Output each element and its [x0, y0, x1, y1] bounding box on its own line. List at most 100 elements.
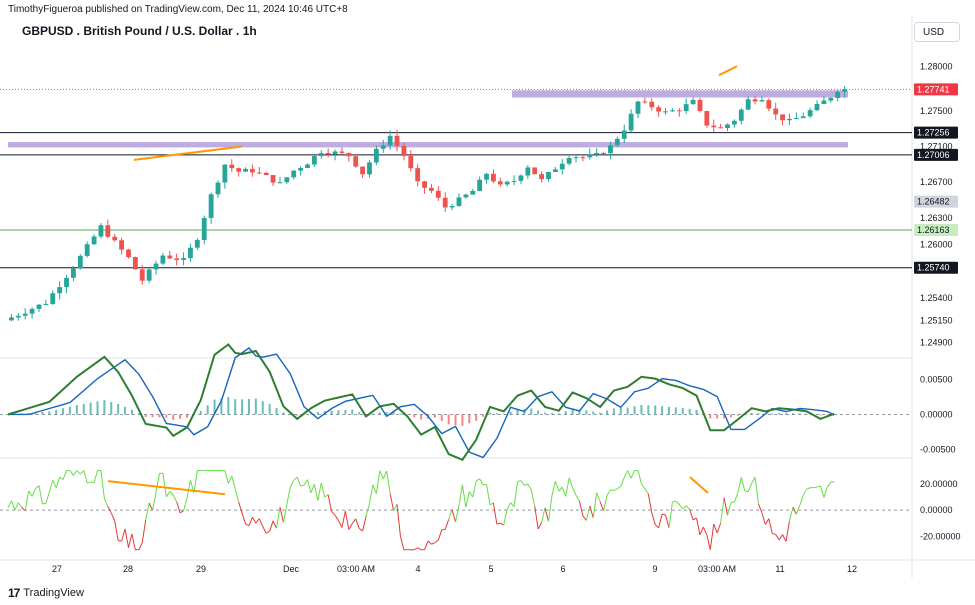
- oscillator-segment: [678, 504, 684, 510]
- oscillator-segment: [424, 540, 429, 550]
- oscillator-segment: [186, 480, 191, 499]
- oscillator-segment: [48, 480, 54, 493]
- oscillator-segment: [155, 473, 160, 493]
- oscillator-segment: [69, 470, 74, 476]
- oscillator-segment: [417, 547, 422, 551]
- oscillator-segment: [806, 487, 811, 490]
- oscillator-segment: [496, 522, 501, 525]
- oscillator-segment: [451, 509, 457, 523]
- candle-body: [566, 157, 572, 164]
- macd-tick-label: -0.00500: [920, 444, 956, 454]
- oscillator-segment: [524, 483, 529, 486]
- candle-body: [491, 173, 496, 182]
- oscillator-segment: [740, 477, 746, 492]
- candle-body: [532, 167, 538, 175]
- oscillator-segment: [10, 500, 16, 511]
- candle-body: [311, 156, 317, 165]
- oscillator-segment: [152, 492, 157, 511]
- candle-body: [649, 101, 655, 108]
- oscillator-segment: [389, 493, 395, 511]
- oscillator-segment: [169, 491, 174, 496]
- candle-body: [256, 172, 262, 174]
- candle-body: [676, 110, 682, 112]
- oscillator-segment: [544, 507, 549, 522]
- candle-body: [22, 313, 28, 316]
- candle-body: [112, 236, 118, 241]
- oscillator-segment: [675, 500, 680, 505]
- oscillator-segment: [444, 519, 450, 530]
- oscillator-segment: [393, 504, 398, 511]
- price-label-text: 1.27006: [917, 150, 950, 160]
- oscillator-segment: [162, 473, 167, 497]
- oscillator-segment: [778, 534, 784, 541]
- oscillator-segment: [431, 542, 436, 545]
- oscillator-segment: [227, 475, 233, 484]
- oscillator-segment: [578, 501, 584, 516]
- candle-body: [442, 197, 448, 208]
- candle-body: [621, 130, 627, 139]
- candle-body: [759, 100, 765, 102]
- oscillator-segment: [513, 481, 519, 507]
- candle-body: [504, 181, 510, 185]
- oscillator-segment: [785, 520, 790, 542]
- candle-body: [353, 156, 359, 167]
- oscillator-segment: [324, 494, 329, 498]
- oscillator-segment: [458, 484, 463, 506]
- candle-body: [305, 164, 310, 169]
- candle-body: [373, 148, 379, 163]
- oscillator-segment: [627, 470, 632, 479]
- candle-body: [119, 240, 125, 250]
- oscillator-segment: [682, 505, 687, 510]
- oscillator-segment: [386, 470, 391, 494]
- candle-body: [298, 168, 304, 171]
- oscillator-segment: [506, 502, 512, 510]
- oscillator-segment: [28, 490, 33, 497]
- candle-body: [36, 304, 42, 309]
- candle-body: [642, 101, 648, 103]
- oscillator-segment: [489, 502, 494, 506]
- candle-body: [43, 303, 49, 305]
- oscillator-segment: [747, 483, 753, 492]
- currency-button[interactable]: USD: [914, 22, 960, 42]
- candle-body: [477, 179, 483, 191]
- candle-body: [725, 124, 730, 129]
- oscillator-segment: [813, 486, 818, 489]
- candle-body: [153, 263, 159, 270]
- oscillator-segment: [647, 493, 653, 513]
- macd-line: [7, 343, 835, 461]
- oscillator-segment: [224, 470, 229, 484]
- oscillator-segment: [193, 470, 198, 493]
- oscillator-segment: [382, 470, 388, 480]
- candle-body: [332, 151, 338, 155]
- time-tick-label: 03:00 AM: [337, 564, 375, 574]
- oscillator-segment: [131, 533, 136, 550]
- oscillator-segment: [599, 501, 605, 511]
- oscillator-segment: [338, 520, 343, 528]
- time-tick-label: 27: [52, 564, 62, 574]
- oscillator-segment: [672, 500, 676, 503]
- oscillator-segment: [530, 489, 536, 507]
- oscillator-segment: [107, 506, 112, 514]
- oscillator-segment: [775, 534, 780, 541]
- candle-body: [573, 157, 579, 159]
- oscillator-segment: [121, 528, 126, 542]
- oscillator-segment: [799, 495, 804, 506]
- candle-body: [690, 99, 696, 105]
- oscillator-segment: [110, 512, 116, 522]
- oscillator-segment: [379, 470, 384, 480]
- oscillator-segment: [782, 534, 787, 542]
- oscillator-segment: [730, 501, 735, 504]
- candle-body: [401, 145, 407, 156]
- oscillator-segment: [258, 518, 264, 527]
- oscillator-segment: [179, 510, 184, 514]
- time-tick-label: 11: [775, 564, 784, 574]
- oscillator-segment: [468, 491, 474, 498]
- oscillator-segment: [307, 479, 312, 493]
- candle-body: [552, 169, 558, 173]
- oscillator-segment: [355, 518, 360, 529]
- resistance-zone: [8, 142, 848, 148]
- oscillator-segment: [293, 476, 298, 481]
- oscillator-segment: [38, 485, 43, 504]
- oscillator-divergence-line: [107, 480, 226, 496]
